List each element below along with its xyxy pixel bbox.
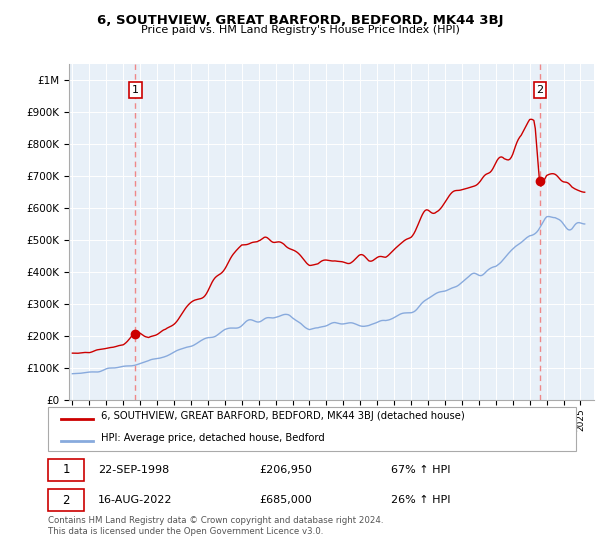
- Text: 67% ↑ HPI: 67% ↑ HPI: [391, 465, 451, 475]
- FancyBboxPatch shape: [48, 489, 84, 511]
- Text: 26% ↑ HPI: 26% ↑ HPI: [391, 495, 451, 505]
- Text: 6, SOUTHVIEW, GREAT BARFORD, BEDFORD, MK44 3BJ: 6, SOUTHVIEW, GREAT BARFORD, BEDFORD, MK…: [97, 14, 503, 27]
- Text: 2: 2: [62, 493, 70, 507]
- Text: 6, SOUTHVIEW, GREAT BARFORD, BEDFORD, MK44 3BJ (detached house): 6, SOUTHVIEW, GREAT BARFORD, BEDFORD, MK…: [101, 411, 464, 421]
- Text: 22-SEP-1998: 22-SEP-1998: [98, 465, 169, 475]
- Text: £685,000: £685,000: [259, 495, 312, 505]
- Text: 1: 1: [62, 463, 70, 477]
- Text: 1: 1: [132, 85, 139, 95]
- Text: Price paid vs. HM Land Registry's House Price Index (HPI): Price paid vs. HM Land Registry's House …: [140, 25, 460, 35]
- Text: HPI: Average price, detached house, Bedford: HPI: Average price, detached house, Bedf…: [101, 433, 325, 443]
- Text: £206,950: £206,950: [259, 465, 312, 475]
- Text: Contains HM Land Registry data © Crown copyright and database right 2024.
This d: Contains HM Land Registry data © Crown c…: [48, 516, 383, 536]
- FancyBboxPatch shape: [48, 407, 576, 451]
- FancyBboxPatch shape: [48, 459, 84, 481]
- Text: 2: 2: [536, 85, 544, 95]
- Text: 16-AUG-2022: 16-AUG-2022: [98, 495, 173, 505]
